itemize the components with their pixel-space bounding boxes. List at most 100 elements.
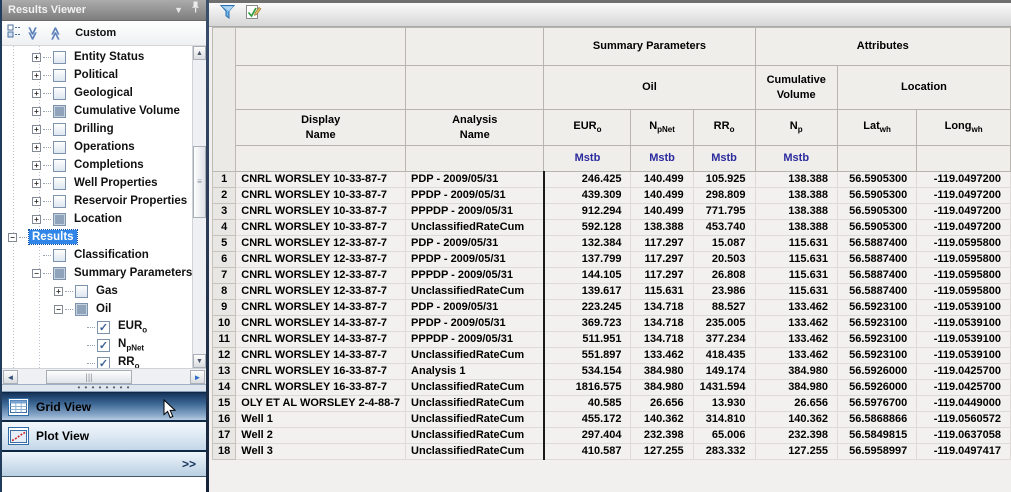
expand-icon[interactable]: + bbox=[32, 196, 41, 206]
collapse-all-icon[interactable]: ≫ bbox=[25, 26, 41, 40]
table-row[interactable]: 18 Well 3 UnclassifiedRateCum 410.587 127.25… bbox=[211, 443, 1011, 460]
np-cell[interactable]: 384.980 bbox=[754, 379, 838, 396]
display-name-cell[interactable]: CNRL WORSLEY 14-33-87-7 bbox=[235, 299, 407, 316]
checkbox[interactable] bbox=[53, 266, 66, 280]
eur-cell[interactable]: 455.172 bbox=[542, 411, 632, 428]
display-name-cell[interactable]: CNRL WORSLEY 14-33-87-7 bbox=[235, 347, 407, 364]
checkbox[interactable] bbox=[53, 212, 66, 226]
table-row[interactable]: 5 CNRL WORSLEY 12-33-87-7 PDP - 2009/05/31… bbox=[211, 235, 1011, 252]
long-cell[interactable]: -119.0425700 bbox=[916, 379, 1011, 396]
expand-icon[interactable]: + bbox=[32, 88, 41, 98]
collapse-icon[interactable]: − bbox=[54, 304, 63, 314]
np-cell[interactable]: 127.255 bbox=[754, 443, 838, 460]
table-row[interactable]: 11 CNRL WORSLEY 14-33-87-7 PPPDP - 2009/05… bbox=[211, 331, 1011, 348]
tree-item-results[interactable]: − Results bbox=[2, 228, 192, 246]
np-cell[interactable]: 138.388 bbox=[754, 187, 838, 204]
row-number-cell[interactable]: 12 bbox=[211, 347, 237, 364]
col-header-rro[interactable]: RRo bbox=[692, 109, 756, 146]
tree-item-well-properties[interactable]: + Well Properties bbox=[2, 174, 192, 192]
scroll-right-button[interactable]: ► bbox=[190, 370, 205, 384]
rr-cell[interactable]: 283.332 bbox=[692, 443, 756, 460]
row-number-cell[interactable]: 9 bbox=[211, 299, 237, 316]
long-cell[interactable]: -119.0637058 bbox=[916, 427, 1011, 444]
rr-cell[interactable]: 235.005 bbox=[692, 315, 756, 332]
npnet-cell[interactable]: 127.255 bbox=[630, 443, 694, 460]
scroll-up-button[interactable]: ▲ bbox=[193, 46, 206, 60]
table-row[interactable]: 9 CNRL WORSLEY 14-33-87-7 PDP - 2009/05/31… bbox=[211, 299, 1011, 316]
analysis-name-cell[interactable]: UnclassifiedRateCum bbox=[405, 443, 545, 460]
npnet-cell[interactable]: 140.362 bbox=[630, 411, 694, 428]
checkbox[interactable]: ✓ bbox=[97, 356, 110, 368]
display-name-cell[interactable]: CNRL WORSLEY 12-33-87-7 bbox=[235, 235, 407, 252]
table-row[interactable]: 7 CNRL WORSLEY 12-33-87-7 PPPDP - 2009/05/… bbox=[211, 267, 1011, 284]
col-header-display-name[interactable]: Display Name bbox=[235, 109, 407, 146]
display-name-cell[interactable]: CNRL WORSLEY 16-33-87-7 bbox=[235, 379, 407, 396]
npnet-cell[interactable]: 133.462 bbox=[630, 347, 694, 364]
analysis-name-cell[interactable]: UnclassifiedRateCum bbox=[405, 379, 545, 396]
analysis-name-cell[interactable]: PPDP - 2009/05/31 bbox=[405, 315, 545, 332]
scroll-left-button[interactable]: ◄ bbox=[3, 370, 18, 384]
tree-item-summary-parameters[interactable]: − Summary Parameters bbox=[2, 264, 192, 282]
tree-item-completions[interactable]: + Completions bbox=[2, 156, 192, 174]
table-row[interactable]: 16 Well 1 UnclassifiedRateCum 455.172 140.36… bbox=[211, 411, 1011, 428]
np-cell[interactable]: 133.462 bbox=[754, 347, 838, 364]
row-number-cell[interactable]: 11 bbox=[211, 331, 237, 348]
npnet-cell[interactable]: 232.398 bbox=[630, 427, 694, 444]
eur-cell[interactable]: 246.425 bbox=[542, 171, 632, 188]
plot-view-button[interactable]: Plot View bbox=[2, 422, 206, 452]
rr-cell[interactable]: 149.174 bbox=[692, 363, 756, 380]
npnet-cell[interactable]: 140.499 bbox=[630, 187, 694, 204]
np-cell[interactable]: 138.388 bbox=[754, 219, 838, 236]
table-row[interactable]: 1 CNRL WORSLEY 10-33-87-7 PDP - 2009/05/31… bbox=[211, 171, 1011, 188]
tree-item-political[interactable]: + Political bbox=[2, 66, 192, 84]
npnet-cell[interactable]: 134.718 bbox=[630, 331, 694, 348]
lat-cell[interactable]: 56.5849815 bbox=[836, 427, 918, 444]
npnet-cell[interactable]: 138.388 bbox=[630, 219, 694, 236]
eur-cell[interactable]: 912.294 bbox=[542, 203, 632, 220]
display-name-cell[interactable]: Well 1 bbox=[235, 411, 407, 428]
long-cell[interactable]: -119.0449000 bbox=[916, 395, 1011, 412]
col-header-longwh[interactable]: Longwh bbox=[916, 109, 1011, 146]
long-cell[interactable]: -119.0560572 bbox=[916, 411, 1011, 428]
np-cell[interactable]: 232.398 bbox=[754, 427, 838, 444]
row-number-cell[interactable]: 13 bbox=[211, 363, 237, 380]
analysis-name-cell[interactable]: UnclassifiedRateCum bbox=[405, 347, 545, 364]
lat-cell[interactable]: 56.5887400 bbox=[836, 251, 918, 268]
row-number-cell[interactable]: 18 bbox=[211, 443, 237, 460]
eur-cell[interactable]: 139.617 bbox=[542, 283, 632, 300]
lat-cell[interactable]: 56.5887400 bbox=[836, 235, 918, 252]
eur-cell[interactable]: 144.105 bbox=[542, 267, 632, 284]
display-name-cell[interactable]: CNRL WORSLEY 10-33-87-7 bbox=[235, 203, 407, 220]
col-header-latwh[interactable]: Latwh bbox=[836, 109, 918, 146]
checkbox[interactable] bbox=[75, 284, 88, 298]
rr-cell[interactable]: 453.740 bbox=[692, 219, 756, 236]
eur-cell[interactable]: 40.585 bbox=[542, 395, 632, 412]
row-number-cell[interactable]: 17 bbox=[211, 427, 237, 444]
eur-cell[interactable]: 297.404 bbox=[542, 427, 632, 444]
collapse-icon[interactable]: − bbox=[32, 268, 41, 278]
expand-icon[interactable]: + bbox=[32, 214, 41, 224]
row-number-cell[interactable]: 15 bbox=[211, 395, 237, 412]
display-name-cell[interactable]: CNRL WORSLEY 12-33-87-7 bbox=[235, 267, 407, 284]
tree-item-oil[interactable]: − Oil bbox=[2, 300, 192, 318]
display-name-cell[interactable]: OLY ET AL WORSLEY 2-4-88-7 bbox=[235, 395, 407, 412]
display-name-cell[interactable]: Well 3 bbox=[235, 443, 407, 460]
display-name-cell[interactable]: CNRL WORSLEY 12-33-87-7 bbox=[235, 283, 407, 300]
row-number-cell[interactable]: 1 bbox=[211, 171, 237, 188]
table-row[interactable]: 13 CNRL WORSLEY 16-33-87-7 Analysis 1 534.1… bbox=[211, 363, 1011, 380]
long-cell[interactable]: -119.0497200 bbox=[916, 171, 1011, 188]
rr-cell[interactable]: 377.234 bbox=[692, 331, 756, 348]
long-cell[interactable]: -119.0497417 bbox=[916, 443, 1011, 460]
table-row[interactable]: 14 CNRL WORSLEY 16-33-87-7 UnclassifiedRat… bbox=[211, 379, 1011, 396]
tree-item-location[interactable]: + Location bbox=[2, 210, 192, 228]
table-row[interactable]: 6 CNRL WORSLEY 12-33-87-7 PPDP - 2009/05/3… bbox=[211, 251, 1011, 268]
edit-list-icon[interactable] bbox=[245, 4, 262, 25]
long-cell[interactable]: -119.0595800 bbox=[916, 251, 1011, 268]
preset-label[interactable]: Custom bbox=[75, 27, 117, 39]
analysis-name-cell[interactable]: PPDP - 2009/05/31 bbox=[405, 251, 545, 268]
npnet-cell[interactable]: 140.499 bbox=[630, 203, 694, 220]
npnet-cell[interactable]: 384.980 bbox=[630, 379, 694, 396]
tree-item-geological[interactable]: + Geological bbox=[2, 84, 192, 102]
npnet-cell[interactable]: 26.656 bbox=[630, 395, 694, 412]
expand-icon[interactable]: + bbox=[32, 142, 41, 152]
